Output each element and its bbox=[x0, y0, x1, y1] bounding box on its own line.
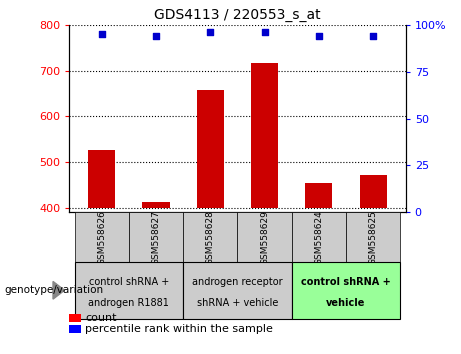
Text: shRNA + vehicle: shRNA + vehicle bbox=[197, 298, 278, 308]
FancyBboxPatch shape bbox=[292, 212, 346, 262]
Text: control shRNA +: control shRNA + bbox=[301, 277, 391, 287]
Text: genotype/variation: genotype/variation bbox=[5, 285, 104, 295]
Point bbox=[315, 33, 323, 39]
FancyBboxPatch shape bbox=[292, 262, 400, 319]
FancyBboxPatch shape bbox=[237, 212, 292, 262]
Text: percentile rank within the sample: percentile rank within the sample bbox=[85, 324, 273, 334]
Bar bbox=[142, 202, 170, 208]
Text: GSM558629: GSM558629 bbox=[260, 210, 269, 265]
Text: GSM558627: GSM558627 bbox=[152, 210, 160, 265]
Text: GSM558624: GSM558624 bbox=[314, 210, 323, 264]
Text: androgen R1881: androgen R1881 bbox=[89, 298, 169, 308]
FancyBboxPatch shape bbox=[183, 212, 237, 262]
Bar bbox=[197, 90, 224, 208]
Polygon shape bbox=[53, 281, 65, 299]
Point bbox=[152, 33, 160, 39]
Text: vehicle: vehicle bbox=[326, 298, 366, 308]
Title: GDS4113 / 220553_s_at: GDS4113 / 220553_s_at bbox=[154, 8, 321, 22]
Text: GSM558628: GSM558628 bbox=[206, 210, 215, 265]
Text: GSM558626: GSM558626 bbox=[97, 210, 106, 265]
FancyBboxPatch shape bbox=[346, 212, 400, 262]
Bar bbox=[305, 183, 332, 208]
FancyBboxPatch shape bbox=[129, 212, 183, 262]
Point bbox=[261, 29, 268, 35]
Bar bbox=[88, 150, 115, 208]
Point bbox=[98, 31, 106, 37]
FancyBboxPatch shape bbox=[75, 212, 129, 262]
Text: androgen receptor: androgen receptor bbox=[192, 277, 283, 287]
FancyBboxPatch shape bbox=[75, 262, 183, 319]
Text: control shRNA +: control shRNA + bbox=[89, 277, 169, 287]
Text: GSM558625: GSM558625 bbox=[369, 210, 378, 265]
Text: count: count bbox=[85, 313, 117, 323]
Bar bbox=[360, 175, 387, 208]
Point bbox=[369, 33, 377, 39]
Point bbox=[207, 29, 214, 35]
FancyBboxPatch shape bbox=[183, 262, 292, 319]
Bar bbox=[251, 63, 278, 208]
